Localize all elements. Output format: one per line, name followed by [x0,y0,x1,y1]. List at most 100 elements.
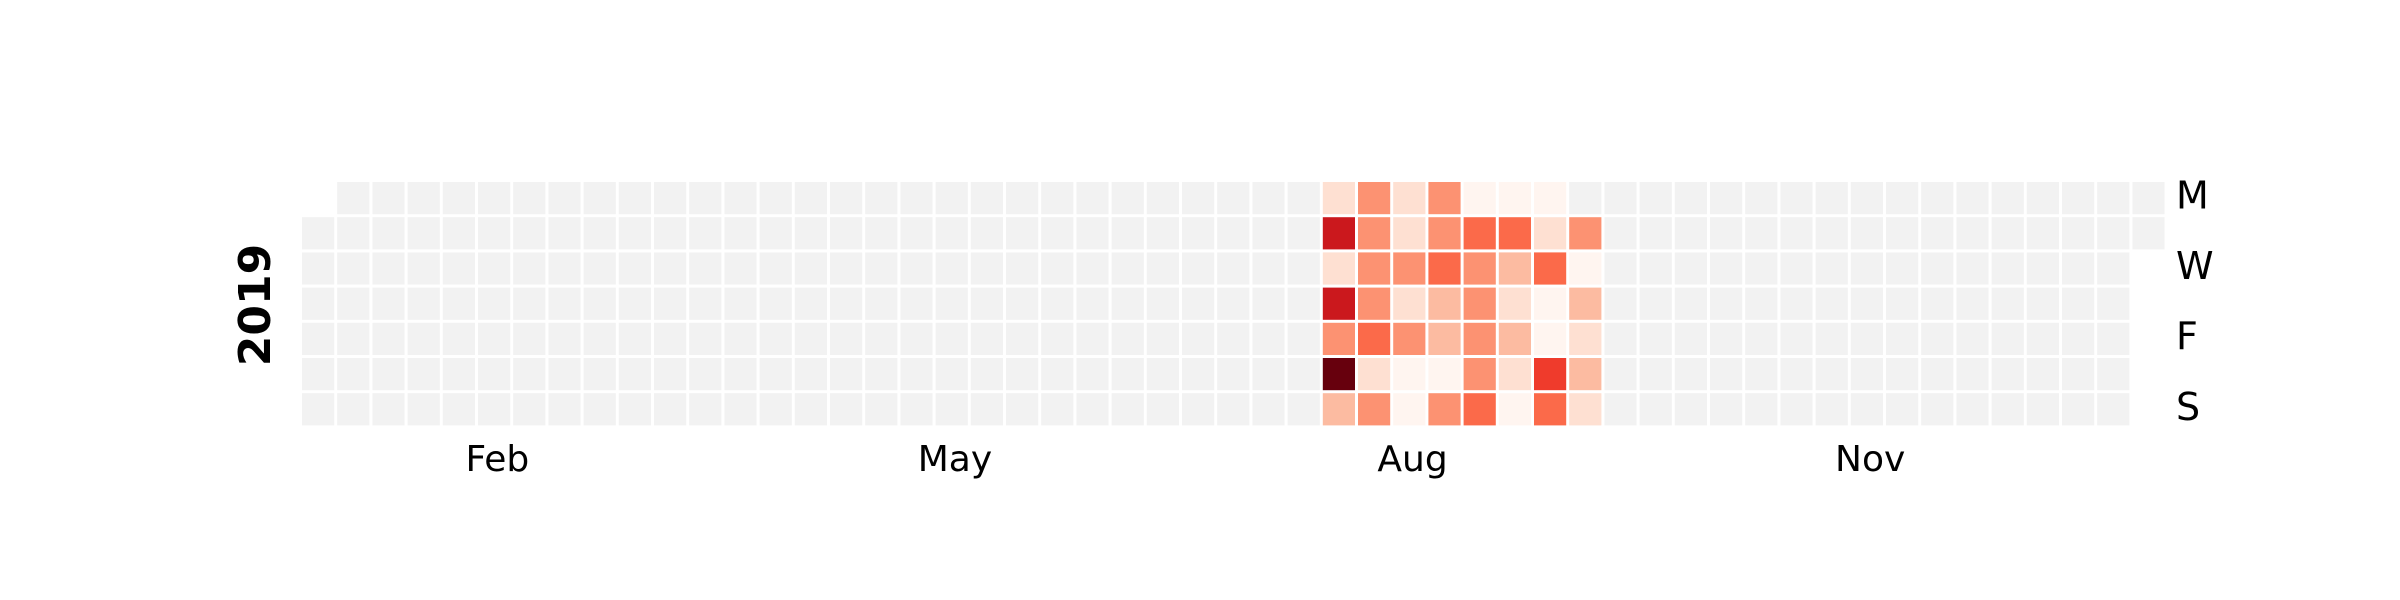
heatmap-cell [513,217,546,250]
heatmap-cell [1815,182,1848,215]
heatmap-cell [1182,287,1215,320]
heatmap-cell [1393,182,1426,215]
heatmap-cell [654,252,687,285]
heatmap-cell [1428,182,1461,215]
heatmap-cell [548,322,581,355]
heatmap-cell [1498,287,1531,320]
heatmap-cell [794,322,827,355]
heatmap-cell [1991,217,2024,250]
heatmap-cell [689,287,722,320]
heatmap-cell [1780,393,1813,426]
heatmap-cell [337,393,370,426]
heatmap-cell [900,322,933,355]
heatmap-cell [900,182,933,215]
heatmap-cell [689,252,722,285]
heatmap-cell [1498,252,1531,285]
heatmap-cell [794,358,827,391]
heatmap-cell [1534,287,1567,320]
heatmap-cell [1358,322,1391,355]
heatmap-cell [1076,322,1109,355]
heatmap-cell [654,287,687,320]
heatmap-cell [2097,358,2130,391]
heatmap-cell [618,287,651,320]
heatmap-cell [1146,182,1179,215]
heatmap-cell [1428,358,1461,391]
heatmap-cell [1463,287,1496,320]
heatmap-cell [1182,393,1215,426]
heatmap-cell [1358,287,1391,320]
heatmap-cell [1146,252,1179,285]
heatmap-cell [1745,217,1778,250]
heatmap-cell [1287,393,1320,426]
heatmap-cell [1569,287,1602,320]
heatmap-cell [830,287,863,320]
heatmap-cell [1886,182,1919,215]
heatmap-cell [1534,393,1567,426]
heatmap-cell [1041,393,1074,426]
heatmap-cell [1710,287,1743,320]
heatmap-cell [1498,393,1531,426]
heatmap-cell [935,358,968,391]
heatmap-cell [724,252,757,285]
heatmap-cell [1850,322,1883,355]
heatmap-cell [442,252,475,285]
heatmap-cell [1569,393,1602,426]
heatmap-cell [337,322,370,355]
heatmap-cell [1674,182,1707,215]
heatmap-cell [1745,252,1778,285]
heatmap-cell [337,287,370,320]
heatmap-cell [478,182,511,215]
year-label: 2019 [230,244,281,366]
heatmap-cell [1674,287,1707,320]
heatmap-cell [724,182,757,215]
month-label-may: May [918,439,992,480]
heatmap-cell [1569,217,1602,250]
heatmap-cell [407,252,440,285]
heatmap-cell [1146,393,1179,426]
heatmap-cell [1921,182,1954,215]
heatmap-cell [1182,217,1215,250]
heatmap-cell [1287,182,1320,215]
heatmap-cell [1111,322,1144,355]
heatmap-cell [1850,182,1883,215]
heatmap-cell [1991,322,2024,355]
heatmap-cell [794,252,827,285]
heatmap-cell [1815,217,1848,250]
heatmap-cell [1217,252,1250,285]
heatmap-cell [1956,358,1989,391]
heatmap-cell [2062,358,2095,391]
heatmap-cell [935,182,968,215]
heatmap-cell [337,252,370,285]
heatmap-cell [1006,287,1039,320]
heatmap-cell [1569,252,1602,285]
heatmap-cell [1674,217,1707,250]
heatmap-cell [654,182,687,215]
heatmap-cell [618,217,651,250]
heatmap-cell [1639,182,1672,215]
heatmap-cell [478,217,511,250]
heatmap-cell [1639,358,1672,391]
heatmap-cell [1182,182,1215,215]
heatmap-cell [302,217,335,250]
heatmap-cell [1815,252,1848,285]
heatmap-cell [618,252,651,285]
month-label-nov: Nov [1835,439,1905,480]
heatmap-cell [337,217,370,250]
heatmap-cell [2097,182,2130,215]
heatmap-cell [548,393,581,426]
heatmap-cell [935,252,968,285]
heatmap-cell [689,358,722,391]
heatmap-cell [1041,287,1074,320]
heatmap-cell [1041,182,1074,215]
heatmap-cell [1674,322,1707,355]
heatmap-cell [1322,217,1355,250]
heatmap-cell [970,252,1003,285]
heatmap-cell [1639,217,1672,250]
heatmap-cell [513,393,546,426]
heatmap-cell [442,217,475,250]
heatmap-cell [1006,217,1039,250]
heatmap-cell [1604,322,1637,355]
heatmap-cell [1604,393,1637,426]
